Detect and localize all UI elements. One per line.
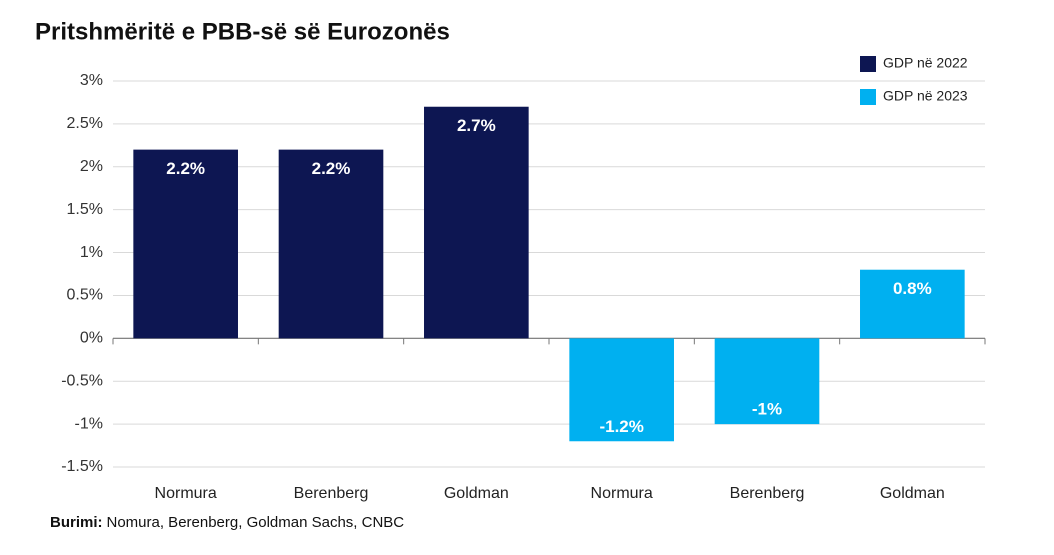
x-tick-label: Goldman [880, 485, 945, 502]
source: Burimi: Nomura, Berenberg, Goldman Sachs,… [50, 514, 404, 531]
x-tick-label: Normura [591, 485, 653, 502]
y-tick-label: 2.5% [67, 115, 103, 132]
y-tick-label: -1.5% [61, 458, 103, 475]
x-tick-label: Berenberg [730, 485, 805, 502]
bar [424, 106, 529, 339]
x-tick-label: Goldman [444, 485, 509, 502]
source-text: Nomura, Berenberg, Goldman Sachs, CNBC [107, 514, 405, 531]
bar [278, 149, 384, 339]
value-label: -1% [752, 400, 782, 419]
bar [860, 269, 965, 339]
y-tick-label: -1% [75, 415, 103, 432]
value-label: 2.2% [312, 159, 351, 178]
x-tick-label: Normura [155, 485, 217, 502]
chart-title: Pritshmëritë e PBB-së së Eurozonës [35, 18, 450, 45]
legend-label: GDP në 2023 [883, 88, 968, 104]
legend-swatch [860, 56, 876, 72]
value-label: 0.8% [893, 279, 932, 298]
y-tick-label: -0.5% [61, 372, 103, 389]
value-label: 2.7% [457, 116, 496, 135]
x-tick-label: Berenberg [294, 485, 369, 502]
legend-label: GDP në 2022 [883, 55, 968, 71]
y-tick-label: 3% [80, 72, 103, 89]
y-tick-label: 2% [80, 158, 103, 175]
bar [569, 338, 674, 442]
y-tick-label: 0.5% [67, 287, 103, 304]
bar [133, 149, 238, 339]
y-tick-label: 1.5% [67, 201, 103, 218]
y-tick-label: 1% [80, 244, 103, 261]
legend-swatch [860, 89, 876, 105]
bar [714, 338, 820, 425]
value-label: 2.2% [166, 159, 205, 178]
value-label: -1.2% [599, 417, 643, 436]
source-label: Burimi: [50, 514, 103, 531]
y-tick-label: 0% [80, 330, 103, 347]
